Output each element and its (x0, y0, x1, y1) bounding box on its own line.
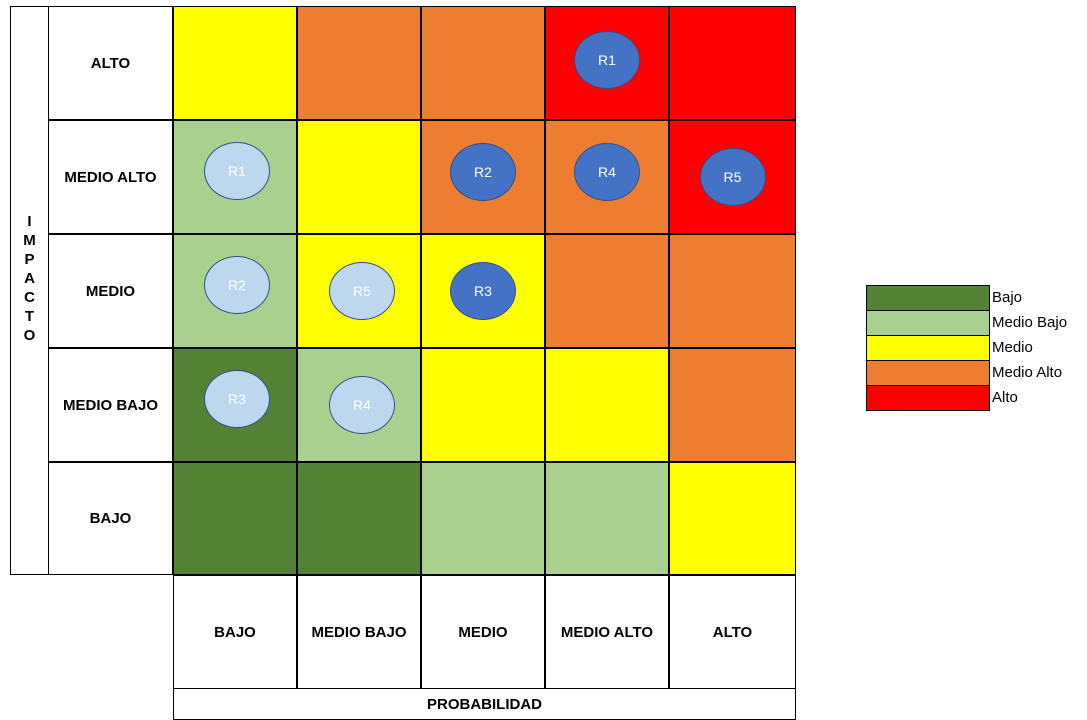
matrix-cell (545, 348, 669, 462)
legend-swatch-medio (866, 335, 990, 361)
col-label-medio: MEDIO (421, 575, 545, 689)
risk-marker-r4: R4 (329, 376, 395, 434)
x-axis-title: PROBABILIDAD (173, 688, 796, 720)
legend-label-bajo: Bajo (992, 289, 1023, 306)
legend-label-alto: Alto (992, 389, 1018, 406)
matrix-cell (421, 462, 545, 575)
y-axis-title: I M P A C T O (23, 213, 36, 344)
matrix-cell (669, 348, 796, 462)
matrix-cell (173, 462, 297, 575)
matrix-cell (173, 6, 297, 120)
risk-marker-r4: R4 (574, 143, 640, 201)
legend-label-medio: Medio (992, 339, 1033, 356)
legend-label-medio-bajo: Medio Bajo (992, 314, 1068, 331)
matrix-cell (545, 462, 669, 575)
risk-marker-r3: R3 (450, 262, 516, 320)
matrix-cell (669, 462, 796, 575)
legend-swatch-alto (866, 385, 990, 411)
col-label-medio-alto: MEDIO ALTO (545, 575, 669, 689)
risk-marker-r5: R5 (329, 262, 395, 320)
row-label-bajo: BAJO (48, 462, 173, 575)
risk-marker-r1: R1 (574, 31, 640, 89)
matrix-cell (421, 348, 545, 462)
matrix-cell (669, 6, 796, 120)
matrix-cell (669, 234, 796, 348)
legend-swatch-bajo (866, 285, 990, 311)
row-label-medio-alto: MEDIO ALTO (48, 120, 173, 234)
legend-swatch-medio-alto (866, 360, 990, 386)
risk-marker-r2: R2 (204, 256, 270, 314)
matrix-cell (297, 120, 421, 234)
col-label-bajo: BAJO (173, 575, 297, 689)
risk-marker-r5: R5 (699, 148, 766, 206)
legend-label-medio-alto: Medio Alto (992, 364, 1063, 381)
matrix-cell (545, 234, 669, 348)
matrix-cell (421, 234, 545, 348)
row-label-alto: ALTO (48, 6, 173, 120)
row-label-medio-bajo: MEDIO BAJO (48, 348, 173, 462)
risk-marker-r3: R3 (204, 370, 270, 428)
col-label-medio-bajo: MEDIO BAJO (297, 575, 421, 689)
matrix-cell (421, 6, 545, 120)
matrix-cell (297, 462, 421, 575)
risk-marker-r1: R1 (204, 142, 270, 200)
y-axis-title-box: I M P A C T O (10, 6, 49, 575)
matrix-cell (297, 6, 421, 120)
row-label-medio: MEDIO (48, 234, 173, 348)
col-label-alto: ALTO (669, 575, 796, 689)
legend-swatch-medio-bajo (866, 310, 990, 336)
risk-marker-r2: R2 (450, 143, 516, 201)
